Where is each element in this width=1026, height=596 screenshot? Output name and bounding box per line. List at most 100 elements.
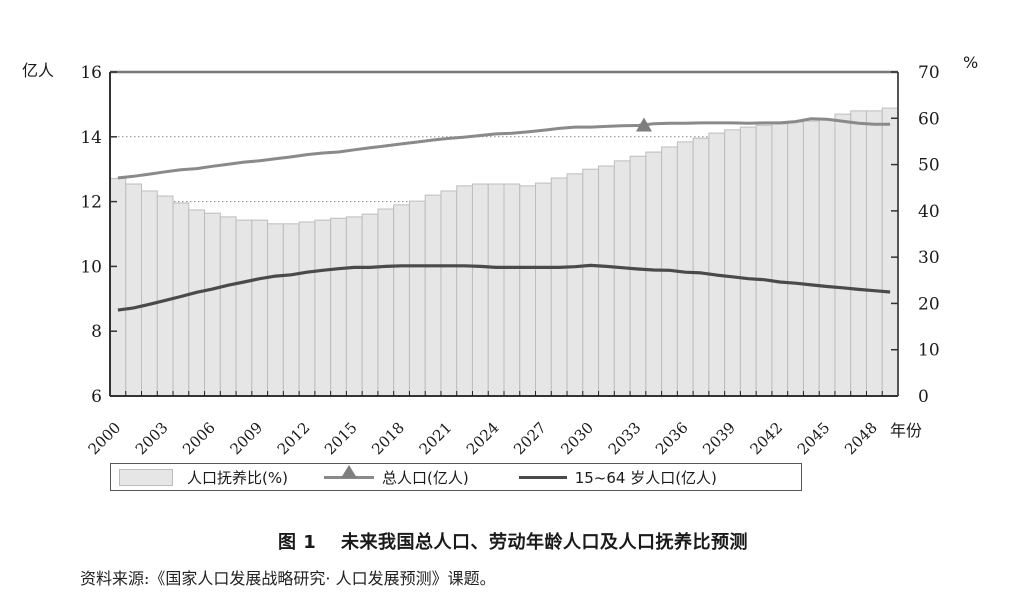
bar bbox=[282, 223, 300, 397]
bar bbox=[408, 200, 426, 397]
x-tick-label: 2045 bbox=[794, 419, 834, 459]
line-swatch-icon bbox=[518, 475, 567, 479]
bar bbox=[613, 160, 631, 397]
right-axis-unit: % bbox=[963, 53, 978, 72]
bar bbox=[755, 124, 773, 397]
x-tick-label: 2012 bbox=[274, 419, 314, 459]
bar bbox=[629, 155, 647, 397]
x-tick-label: 2027 bbox=[510, 419, 550, 459]
bar-swatch-icon bbox=[119, 468, 173, 486]
total-population-line bbox=[117, 117, 891, 180]
left-tick-label: 16 bbox=[80, 63, 102, 83]
x-tick-label: 2033 bbox=[605, 419, 645, 459]
bar bbox=[125, 183, 143, 397]
left-tick-label: 14 bbox=[80, 128, 102, 148]
right-tick-label: 40 bbox=[918, 202, 940, 222]
bar bbox=[535, 182, 552, 397]
bar bbox=[787, 121, 804, 397]
x-tick-label: 2042 bbox=[747, 419, 787, 459]
bar bbox=[377, 208, 395, 397]
bar bbox=[802, 120, 820, 397]
right-tick-label: 50 bbox=[918, 156, 940, 176]
x-tick-label: 2018 bbox=[368, 419, 408, 459]
x-tick-label: 2009 bbox=[226, 419, 266, 459]
x-tick-label: 2021 bbox=[416, 419, 456, 459]
peak-triangle-marker-icon bbox=[635, 117, 652, 132]
bar bbox=[314, 219, 332, 397]
legend: 人口抚养比(%) 总人口(亿人) 15~64 岁人口(亿人) bbox=[110, 463, 802, 491]
bar bbox=[503, 183, 521, 397]
bar bbox=[251, 219, 269, 397]
bar bbox=[393, 204, 410, 397]
x-tick-label: 2030 bbox=[557, 419, 597, 459]
bar bbox=[739, 126, 757, 397]
bar bbox=[267, 223, 284, 397]
bar bbox=[645, 151, 663, 397]
bar bbox=[219, 216, 237, 397]
bar bbox=[771, 123, 789, 397]
bar bbox=[109, 177, 127, 397]
figure-number: 图 1 bbox=[277, 532, 317, 553]
x-tick-label: 2003 bbox=[132, 419, 172, 459]
figure-caption: 图 1 未来我国总人口、劳动年龄人口及人口抚养比预测 bbox=[0, 528, 1026, 554]
right-tick-label: 10 bbox=[918, 341, 940, 361]
bar bbox=[361, 213, 379, 397]
right-tick-label: 20 bbox=[918, 294, 940, 314]
working-age-line bbox=[117, 263, 891, 312]
bar bbox=[598, 165, 615, 397]
bar bbox=[850, 110, 867, 397]
bar bbox=[724, 129, 741, 397]
left-tick-label: 10 bbox=[80, 257, 102, 277]
legend-label-total-population: 总人口(亿人) bbox=[381, 468, 469, 487]
bar bbox=[204, 212, 221, 397]
legend-label-working-age: 15~64 岁人口(亿人) bbox=[574, 468, 717, 487]
bar bbox=[487, 183, 505, 397]
bar bbox=[471, 183, 489, 397]
left-axis-unit: 亿人 bbox=[22, 61, 54, 80]
bar bbox=[582, 168, 600, 397]
bar bbox=[818, 118, 836, 397]
bar bbox=[424, 194, 442, 397]
bar bbox=[692, 137, 710, 397]
bar bbox=[440, 190, 458, 397]
bar bbox=[881, 107, 899, 397]
bar bbox=[865, 110, 883, 397]
x-tick-label: 2024 bbox=[463, 419, 503, 459]
x-tick-label: 2000 bbox=[85, 419, 125, 459]
bar bbox=[298, 221, 316, 397]
bar bbox=[141, 190, 158, 397]
left-tick-label: 12 bbox=[80, 193, 102, 213]
x-tick-label: 2048 bbox=[841, 419, 881, 459]
figure-title: 未来我国总人口、劳动年龄人口及人口抚养比预测 bbox=[341, 532, 749, 553]
source-note: 资料来源:《国家人口发展战略研究· 人口发展预测》课题。 bbox=[80, 569, 496, 588]
left-tick-label: 8 bbox=[91, 322, 102, 342]
x-tick-label: 2036 bbox=[652, 419, 692, 459]
bar bbox=[834, 113, 852, 397]
bar bbox=[235, 219, 253, 397]
legend-item-working-age: 15~64 岁人口(亿人) bbox=[518, 467, 717, 488]
right-tick-label: 60 bbox=[918, 109, 940, 129]
bar bbox=[188, 209, 206, 397]
bar bbox=[456, 185, 473, 397]
bar bbox=[566, 173, 584, 397]
x-tick-label: 2006 bbox=[179, 419, 219, 459]
right-tick-label: 30 bbox=[918, 248, 940, 268]
left-tick-label: 6 bbox=[91, 387, 102, 407]
x-tick-label: 2039 bbox=[699, 419, 739, 459]
triangle-line-swatch-icon bbox=[323, 464, 374, 479]
right-tick-label: 0 bbox=[918, 387, 929, 407]
bar bbox=[519, 185, 537, 397]
bar bbox=[676, 141, 694, 397]
legend-label-dependency-ratio: 人口抚养比(%) bbox=[187, 468, 288, 487]
legend-item-total-population: 总人口(亿人) bbox=[323, 464, 469, 488]
right-tick-label: 70 bbox=[918, 63, 940, 83]
x-tick-label: 2015 bbox=[321, 419, 361, 459]
bar bbox=[156, 195, 174, 397]
x-axis-label: 年份 bbox=[890, 421, 922, 440]
bar bbox=[708, 132, 726, 397]
legend-item-dependency-ratio: 人口抚养比(%) bbox=[111, 467, 288, 488]
bar bbox=[330, 217, 347, 397]
bar bbox=[345, 216, 363, 397]
bar bbox=[550, 177, 568, 397]
